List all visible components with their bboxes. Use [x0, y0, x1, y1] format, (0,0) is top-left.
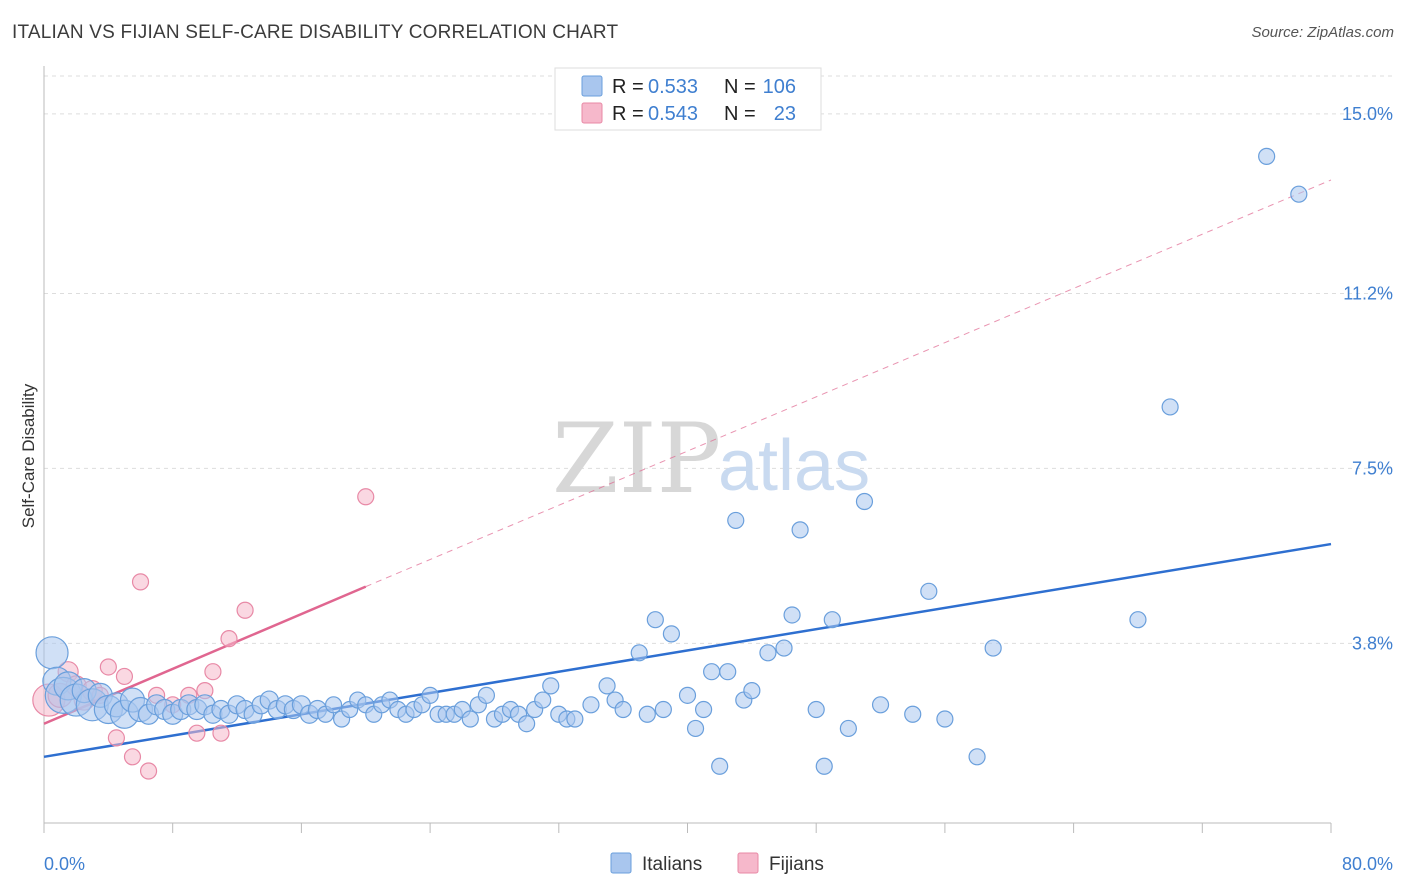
y-tick-label-2: 11.2%: [1343, 283, 1393, 303]
italians-point-84: [743, 682, 761, 700]
italians-point-101: [1161, 398, 1179, 416]
italians-point-68: [598, 677, 616, 695]
watermark-zip: ZIP: [552, 403, 721, 515]
italians-point-72: [638, 705, 656, 723]
fijians-point-10: [123, 748, 142, 766]
italians-point-76: [678, 686, 697, 704]
italians-point-70: [614, 700, 632, 719]
italians-point-89: [807, 700, 825, 719]
italians-point-85: [759, 644, 777, 662]
italians-point-92: [839, 719, 857, 738]
italians-point-60: [518, 715, 536, 733]
italians-point-81: [719, 663, 737, 681]
fijians-point-11: [131, 573, 150, 591]
italians-point-63: [542, 677, 560, 695]
italians-point-88: [791, 521, 809, 539]
italians-point-94: [871, 696, 890, 714]
fijians-point-20: [220, 630, 238, 648]
fijians-point-9: [115, 667, 134, 686]
italians-point-91: [823, 611, 841, 629]
italians-points: [35, 147, 1308, 775]
x-tick-label-0: 0.0%: [44, 854, 85, 874]
italians-point-97: [936, 710, 954, 728]
italians-point-93: [855, 492, 874, 511]
y-tick-label-0: 3.8%: [1352, 633, 1393, 653]
legend-r-label-fijians: R =: [612, 103, 644, 125]
source-label: Source: ZipAtlas.com: [1251, 24, 1394, 41]
fijians-points: [32, 488, 375, 780]
watermark: ZIP atlas: [552, 403, 870, 515]
italians-point-79: [703, 663, 721, 681]
fijians-point-12: [139, 762, 158, 780]
bottom-legend-swatch-fijians: [737, 852, 759, 874]
legend-n-label-italians: N =: [724, 76, 756, 98]
y-tick-labels: 3.8% 7.5% 11.2% 15.0%: [1342, 104, 1393, 654]
italians-point-0: [35, 636, 69, 670]
bottom-legend-label-fijians: Fijians: [769, 854, 824, 875]
italians-point-77: [686, 719, 705, 738]
x-tick-labels: 0.0% 80.0%: [44, 854, 1393, 874]
fijians-point-8: [107, 729, 125, 747]
italians-point-100: [1129, 611, 1147, 629]
italians-point-99: [984, 639, 1002, 657]
italians-point-103: [1290, 185, 1308, 203]
fijians-trend-extension: [365, 179, 1332, 588]
italians-point-71: [630, 644, 648, 662]
legend-swatch-italians: [581, 75, 603, 97]
italians-point-75: [662, 625, 681, 643]
italians-point-96: [920, 582, 938, 600]
italians-point-74: [654, 700, 672, 719]
y-axis-label: Self-Care Disability: [19, 383, 38, 528]
legend-r-value-italians: 0.533: [648, 76, 698, 98]
italians-point-67: [582, 696, 600, 714]
legend-r-value-fijians: 0.543: [648, 103, 698, 125]
bottom-legend: Italians Fijians: [610, 852, 824, 875]
y-tick-label-3: 15.0%: [1342, 104, 1393, 124]
italians-point-53: [461, 710, 479, 728]
italians-point-86: [775, 639, 793, 657]
legend-n-value-fijians: 23: [774, 103, 796, 125]
legend-r-label-italians: R =: [612, 76, 644, 98]
fijians-point-19: [212, 724, 230, 742]
fijians-point-22: [357, 488, 375, 506]
fijians-point-18: [204, 663, 222, 681]
watermark-atlas: atlas: [718, 426, 870, 506]
italians-point-95: [904, 705, 922, 723]
chart-title: ITALIAN VS FIJIAN SELF-CARE DISABILITY C…: [12, 22, 619, 43]
legend-n-value-italians: 106: [763, 76, 796, 98]
italians-point-55: [477, 686, 496, 704]
italians-point-78: [694, 700, 713, 719]
italians-point-48: [421, 686, 439, 704]
grid-lines: [44, 75, 1392, 644]
italians-point-80: [711, 757, 729, 775]
italians-point-73: [646, 611, 664, 629]
italians-point-66: [566, 710, 584, 728]
italians-point-90: [815, 757, 833, 775]
legend: R = 0.533 N = 106 R = 0.543 N = 23: [554, 67, 822, 131]
bottom-legend-swatch-italians: [610, 852, 632, 874]
italians-point-36: [324, 696, 343, 714]
fijians-point-21: [236, 601, 254, 619]
italians-trend-line: [43, 542, 1332, 759]
fijians-point-16: [188, 724, 206, 742]
fijians-point-7: [99, 658, 117, 676]
y-tick-label-1: 7.5%: [1352, 458, 1393, 478]
x-tick-label-1: 80.0%: [1342, 854, 1393, 874]
italians-point-87: [783, 606, 801, 624]
italians-point-62: [534, 691, 552, 709]
italians-point-82: [727, 511, 745, 530]
legend-n-label-fijians: N =: [724, 103, 756, 125]
italians-point-102: [1258, 147, 1276, 165]
bottom-legend-label-italians: Italians: [642, 854, 702, 875]
italians-point-98: [968, 748, 986, 766]
legend-swatch-fijians: [581, 102, 603, 124]
